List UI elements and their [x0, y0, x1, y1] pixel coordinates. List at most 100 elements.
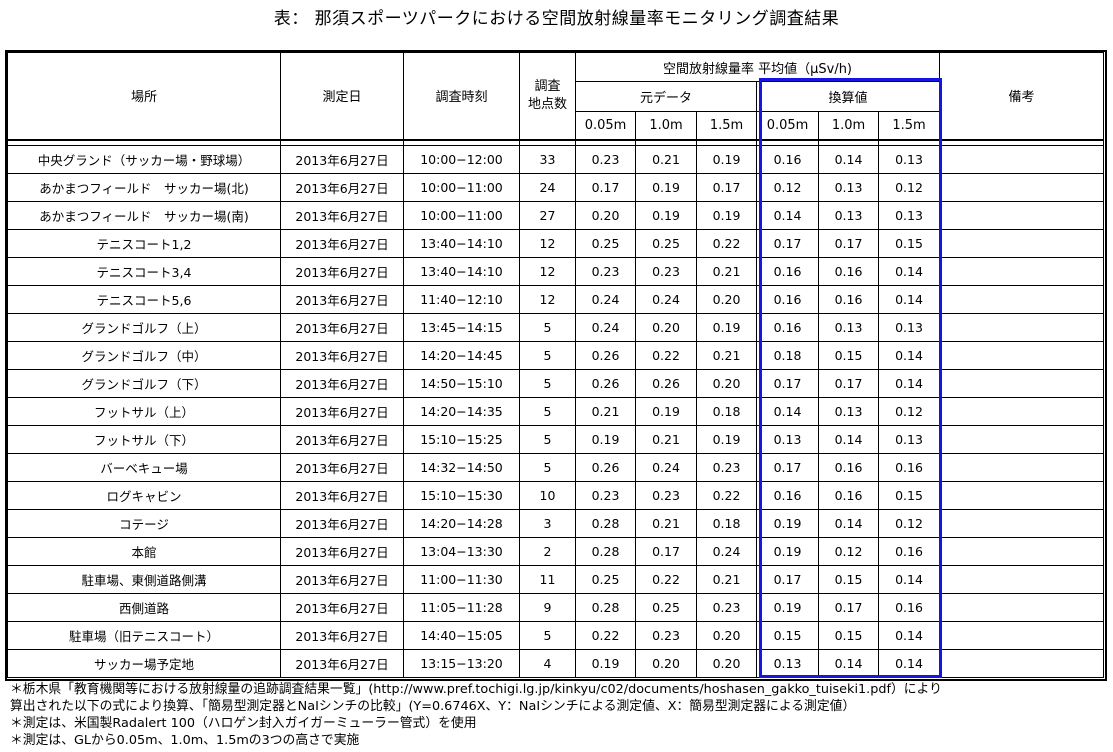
header-conv-h3: 1.5m	[878, 111, 940, 140]
cell-conv-15m: 0.16	[878, 453, 940, 482]
cell-raw-10m: 0.22	[635, 341, 697, 370]
table-row: 駐車場（旧テニスコート） 2013年6月27日 14:40−15:05 5 0.22 0.…	[7, 621, 1104, 650]
cell-place: グランドゴルフ（中）	[7, 341, 281, 370]
cell-time: 10:00−11:00	[403, 173, 520, 202]
cell-conv-005m: 0.19	[756, 509, 819, 538]
cell-conv-005m: 0.17	[756, 369, 819, 398]
cell-place: 駐車場、東側道路側溝	[7, 565, 281, 594]
cell-conv-15m: 0.15	[878, 229, 940, 258]
cell-raw-10m: 0.21	[635, 145, 697, 174]
cell-raw-10m: 0.22	[635, 565, 697, 594]
header-raw-h2: 1.0m	[635, 111, 697, 140]
cell-conv-005m: 0.16	[756, 257, 819, 286]
cell-remarks	[939, 397, 1104, 426]
cell-conv-005m: 0.12	[756, 173, 819, 202]
table-row: 西側道路 2013年6月27日 11:05−11:28 9 0.28 0.25 0.23 0.…	[7, 593, 1104, 622]
header-raw: 元データ	[575, 81, 757, 112]
cell-place: グランドゴルフ（下）	[7, 369, 281, 398]
table-row: あかまつフィールド サッカー場(南) 2013年6月27日 10:00−11:00 2…	[7, 201, 1104, 230]
cell-raw-15m: 0.21	[696, 257, 757, 286]
cell-raw-10m: 0.20	[635, 649, 697, 678]
cell-raw-15m: 0.19	[696, 145, 757, 174]
cell-raw-10m: 0.17	[635, 537, 697, 566]
cell-points: 5	[519, 621, 576, 650]
cell-conv-15m: 0.14	[878, 341, 940, 370]
cell-raw-10m: 0.23	[635, 621, 697, 650]
cell-points: 33	[519, 145, 576, 174]
cell-points: 24	[519, 173, 576, 202]
cell-remarks	[939, 593, 1104, 622]
footnote-line: ＊栃木県「教育機関等における放射線量の追跡調査結果一覧」(http://www.…	[10, 682, 942, 697]
cell-points: 5	[519, 453, 576, 482]
table-row: フットサル（下） 2013年6月27日 15:10−15:25 5 0.19 0.21 0.…	[7, 425, 1104, 454]
cell-conv-005m: 0.17	[756, 565, 819, 594]
cell-remarks	[939, 341, 1104, 370]
cell-raw-15m: 0.21	[696, 341, 757, 370]
cell-conv-005m: 0.17	[756, 453, 819, 482]
cell-raw-005m: 0.24	[575, 313, 636, 342]
cell-place: フットサル（上）	[7, 397, 281, 426]
cell-raw-005m: 0.19	[575, 425, 636, 454]
cell-raw-15m: 0.20	[696, 369, 757, 398]
cell-conv-005m: 0.18	[756, 341, 819, 370]
cell-raw-15m: 0.17	[696, 173, 757, 202]
cell-raw-005m: 0.28	[575, 593, 636, 622]
cell-raw-15m: 0.20	[696, 649, 757, 678]
header-remarks: 備考	[939, 52, 1104, 140]
cell-remarks	[939, 509, 1104, 538]
cell-time: 14:50−15:10	[403, 369, 520, 398]
cell-raw-15m: 0.20	[696, 621, 757, 650]
cell-time: 11:40−12:10	[403, 285, 520, 314]
table-row: サッカー場予定地 2013年6月27日 13:15−13:20 4 0.19 0.20 0.…	[7, 649, 1104, 678]
cell-conv-10m: 0.16	[818, 481, 879, 510]
monitoring-table: 場所 測定日 調査時刻 調査 地点数 空間放射線量率 平均値（μSv/h) 備考…	[7, 52, 1104, 678]
cell-points: 12	[519, 285, 576, 314]
cell-remarks	[939, 481, 1104, 510]
cell-raw-10m: 0.24	[635, 453, 697, 482]
cell-date: 2013年6月27日	[280, 397, 404, 426]
cell-points: 11	[519, 565, 576, 594]
cell-raw-10m: 0.25	[635, 593, 697, 622]
cell-remarks	[939, 257, 1104, 286]
cell-conv-005m: 0.14	[756, 201, 819, 230]
cell-remarks	[939, 229, 1104, 258]
cell-raw-10m: 0.19	[635, 173, 697, 202]
cell-place: バーベキュー場	[7, 453, 281, 482]
table-row: グランドゴルフ（下） 2013年6月27日 14:50−15:10 5 0.26 0.26…	[7, 369, 1104, 398]
cell-points: 9	[519, 593, 576, 622]
cell-date: 2013年6月27日	[280, 369, 404, 398]
cell-conv-15m: 0.16	[878, 593, 940, 622]
cell-conv-005m: 0.16	[756, 285, 819, 314]
cell-date: 2013年6月27日	[280, 285, 404, 314]
cell-date: 2013年6月27日	[280, 621, 404, 650]
header-converted: 換算値	[756, 81, 940, 112]
cell-points: 3	[519, 509, 576, 538]
cell-time: 10:00−11:00	[403, 201, 520, 230]
cell-points: 5	[519, 369, 576, 398]
cell-points: 27	[519, 201, 576, 230]
footnote-line: ＊測定は、GLから0.05m、1.0m、1.5mの3つの高さで実施	[10, 733, 360, 748]
cell-points: 4	[519, 649, 576, 678]
cell-raw-15m: 0.22	[696, 229, 757, 258]
header-dose-group: 空間放射線量率 平均値（μSv/h)	[575, 52, 940, 82]
cell-conv-15m: 0.14	[878, 285, 940, 314]
cell-date: 2013年6月27日	[280, 453, 404, 482]
header-raw-h1: 0.05m	[575, 111, 636, 140]
cell-conv-005m: 0.19	[756, 593, 819, 622]
cell-conv-10m: 0.13	[818, 201, 879, 230]
cell-place: テニスコート1,2	[7, 229, 281, 258]
page-title: 表： 那須スポーツパークにおける空間放射線量率モニタリング調査結果	[273, 9, 840, 29]
cell-raw-005m: 0.22	[575, 621, 636, 650]
cell-time: 11:00−11:30	[403, 565, 520, 594]
header-conv-h2: 1.0m	[818, 111, 879, 140]
header-time: 調査時刻	[403, 52, 520, 140]
table-row: コテージ 2013年6月27日 14:20−14:28 3 0.28 0.21 0.18 0.…	[7, 509, 1104, 538]
footnote-line: 算出された以下の式により換算、「簡易型測定器とNaIシンチの比較」(Y=0.67…	[10, 699, 856, 714]
cell-conv-10m: 0.13	[818, 173, 879, 202]
cell-raw-005m: 0.17	[575, 173, 636, 202]
cell-conv-10m: 0.16	[818, 257, 879, 286]
cell-time: 14:40−15:05	[403, 621, 520, 650]
cell-conv-15m: 0.13	[878, 201, 940, 230]
table-row: 中央グランド（サッカー場・野球場） 2013年6月27日 10:00−12:00 33…	[7, 145, 1104, 174]
cell-conv-005m: 0.15	[756, 621, 819, 650]
